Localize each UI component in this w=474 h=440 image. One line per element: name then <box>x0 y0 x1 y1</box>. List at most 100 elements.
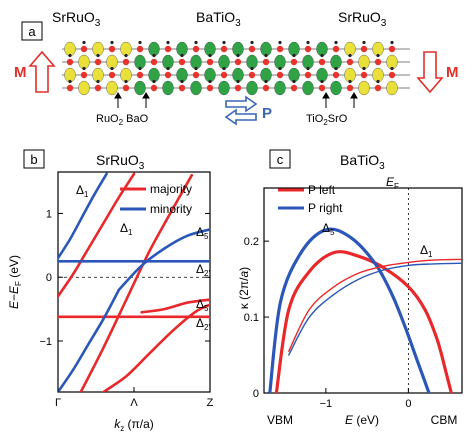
lattice-oxygen <box>318 84 326 92</box>
lattice-cation <box>106 80 118 96</box>
kappa-curve-3 <box>288 262 462 356</box>
magnetization-right-label: M <box>446 64 459 81</box>
lattice-oxygen <box>290 58 298 66</box>
panel-c-label-box <box>269 149 291 169</box>
lattice-b-site <box>334 66 338 71</box>
band-label-delta5-top: Δ5 <box>196 225 209 241</box>
left-interface-label: RuO2 BaO <box>96 113 149 127</box>
lattice-b-site <box>222 66 226 71</box>
panel-b-ylabel: E−EF (eV) <box>7 255 23 309</box>
lattice-cation <box>302 80 314 96</box>
lattice-oxygen <box>220 45 228 53</box>
lattice-oxygen <box>66 58 74 66</box>
x-tick-label: Z <box>207 397 214 409</box>
x-tick-label: 0 <box>405 398 411 410</box>
lattice-b-site <box>362 40 366 45</box>
panel-b-axes: −1 0 1 Γ Λ Z <box>39 208 213 409</box>
panel-c-cbm-label: CBM <box>431 413 458 427</box>
lattice-oxygen <box>234 84 242 92</box>
middle-material-label: BaTiO3 <box>196 9 241 29</box>
lattice-cation <box>274 80 286 96</box>
panel-b: b SrRuO3 −1 0 1 Γ Λ Z majority minority Δ1 Δ1… <box>7 149 214 433</box>
lattice-oxygen <box>80 45 88 53</box>
panel-b-title: SrRuO3 <box>96 152 145 172</box>
band-label-delta5: Δ5 <box>322 221 335 237</box>
lattice-b-site <box>68 79 72 84</box>
lattice-oxygen <box>136 71 144 79</box>
lattice-oxygen <box>220 71 228 79</box>
lattice-oxygen <box>108 45 116 53</box>
lattice-b-site <box>166 66 170 71</box>
lattice-b-site <box>278 66 282 71</box>
interface-arrows <box>114 92 358 108</box>
lattice-cation <box>330 80 342 96</box>
lattice-b-site <box>208 53 212 58</box>
lattice-oxygen <box>122 58 130 66</box>
lattice-oxygen <box>150 84 158 92</box>
x-tick-label: Γ <box>55 397 61 409</box>
lattice-b-site <box>348 79 352 84</box>
y-tick-label: 1 <box>46 208 52 220</box>
lattice-oxygen <box>332 71 340 79</box>
panel-a-label: a <box>28 24 36 39</box>
lattice-b-site <box>180 79 184 84</box>
lattice-b-site <box>152 53 156 58</box>
magnetization-right-arrow <box>416 51 444 94</box>
lattice-oxygen <box>164 45 172 53</box>
panel-c-axes: 0 0.1 0.2 −1 0 <box>244 236 412 410</box>
lattice-b-site <box>390 40 394 45</box>
lattice-b-site <box>138 66 142 71</box>
lattice-b-site <box>208 79 212 84</box>
lattice-oxygen <box>346 58 354 66</box>
lattice-oxygen <box>276 45 284 53</box>
lattice-oxygen <box>374 84 382 92</box>
lattice-b-site <box>124 79 128 84</box>
panel-c-label: c <box>277 152 284 167</box>
lattice-b-site <box>264 79 268 84</box>
lattice-b-site <box>138 40 142 45</box>
panel-b-label: b <box>30 152 37 167</box>
lattice-oxygen <box>248 71 256 79</box>
lattice-oxygen <box>290 84 298 92</box>
lattice-oxygen <box>66 84 74 92</box>
panel-c-xlabel: E (eV) <box>345 413 379 427</box>
lattice-b-site <box>96 79 100 84</box>
lattice-b-site <box>222 40 226 45</box>
lattice-b-site <box>166 40 170 45</box>
lattice-b-site <box>236 79 240 84</box>
left-material-label: SrRuO3 <box>52 9 101 29</box>
lattice-oxygen <box>94 58 102 66</box>
lattice-b-site <box>250 66 254 71</box>
lattice-b-site <box>82 40 86 45</box>
lattice-b-site <box>194 66 198 71</box>
lattice-cation <box>218 80 230 96</box>
kappa-curve-1 <box>268 227 431 393</box>
kappa-curve-2 <box>288 258 462 352</box>
lattice-atoms <box>64 40 398 96</box>
lattice-b-site <box>236 53 240 58</box>
lattice-b-site <box>68 53 72 58</box>
lattice-b-site <box>376 53 380 58</box>
band-minority-5 <box>58 172 108 260</box>
lattice-b-site <box>180 53 184 58</box>
panel-b-label-box <box>23 149 45 169</box>
legend-majority-label: majority <box>150 182 192 196</box>
lattice-b-site <box>264 53 268 58</box>
lattice-oxygen <box>192 45 200 53</box>
panel-c-vbm-label: VBM <box>267 413 293 427</box>
x-tick-label: Λ <box>130 397 138 409</box>
y-tick-label: 0 <box>253 388 259 400</box>
panel-b-xlabel: kz (π/a) <box>114 417 154 433</box>
panel-c-title: BaTiO3 <box>340 152 385 172</box>
lattice-oxygen <box>206 84 214 92</box>
band-minority-6 <box>58 288 121 392</box>
lattice-oxygen <box>178 58 186 66</box>
lattice-b-site <box>110 66 114 71</box>
lattice-oxygen <box>360 45 368 53</box>
lattice-b-site <box>348 53 352 58</box>
lattice-oxygen <box>178 84 186 92</box>
band-label-delta1-mid: Δ1 <box>120 221 133 237</box>
lattice-cation <box>246 80 258 96</box>
band-label-delta2p-top: Δ2' <box>196 262 210 278</box>
